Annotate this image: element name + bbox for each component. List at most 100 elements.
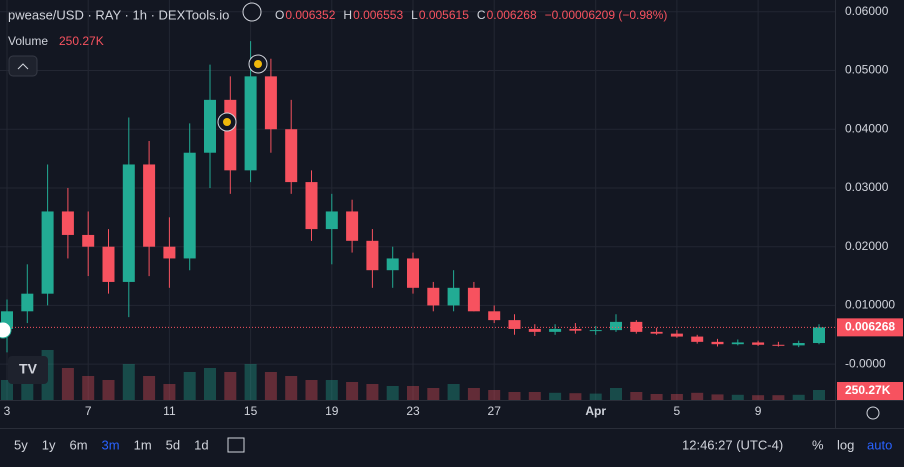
x-tick-label: Apr xyxy=(585,404,606,418)
volume-bar xyxy=(82,376,95,400)
volume-bar xyxy=(386,386,399,400)
candle-body xyxy=(325,211,338,230)
x-tick-label: 5 xyxy=(674,404,681,418)
volume-bar xyxy=(122,364,135,400)
y-tick-label: 0.06000 xyxy=(845,4,889,18)
x-tick-label: 3 xyxy=(4,404,11,418)
candle-body xyxy=(549,328,562,332)
volume-bar xyxy=(549,392,562,400)
volume-bar xyxy=(427,388,440,400)
range-button[interactable]: 6m xyxy=(69,437,87,452)
x-tick-label: 7 xyxy=(85,404,92,418)
volume-bar xyxy=(772,395,785,400)
y-tick-label: 0.010000 xyxy=(845,298,895,312)
volume-bar xyxy=(285,376,298,400)
candle-body xyxy=(650,331,663,334)
price-tag xyxy=(837,318,903,337)
volume-bar xyxy=(589,393,602,400)
volume-bar xyxy=(569,393,582,400)
volume-bar xyxy=(244,364,257,400)
settings-icon[interactable] xyxy=(866,406,880,420)
candle-body xyxy=(82,234,95,247)
candle-body xyxy=(731,342,744,345)
volume-bar xyxy=(407,386,419,400)
ohlc-l-label: L xyxy=(411,8,418,22)
candle-body xyxy=(386,258,399,271)
volume-tag-label: 250.27K xyxy=(845,383,891,397)
volume-bar xyxy=(711,394,724,400)
candle-body xyxy=(21,293,34,312)
ohlc-h: 0.006553 xyxy=(353,8,403,22)
event-marker[interactable] xyxy=(242,2,262,22)
ohlc-change: −0.00006209 (−0.98%) xyxy=(545,8,668,22)
x-tick-label: 19 xyxy=(325,404,339,418)
volume-bar xyxy=(264,372,277,400)
candle-body xyxy=(589,330,602,332)
volume-bar xyxy=(447,384,460,400)
range-button[interactable]: 1m xyxy=(134,437,152,452)
collapse-button[interactable] xyxy=(8,55,38,77)
range-button[interactable]: 5y xyxy=(14,437,28,452)
symbol-title: pwease/USD · RAY · 1h · DEXTools.io xyxy=(8,7,229,22)
candle-body xyxy=(792,343,805,346)
volume-bar xyxy=(650,394,663,400)
x-tick-label: 27 xyxy=(488,404,502,418)
y-tick-label: 0.04000 xyxy=(845,121,889,135)
ohlc-o: 0.006352 xyxy=(285,8,335,22)
volume-bar xyxy=(305,380,318,400)
volume-bar xyxy=(488,390,501,400)
candle-body xyxy=(711,341,724,345)
event-icon xyxy=(223,118,231,126)
volume-bar xyxy=(528,392,541,400)
auto-toggle[interactable]: auto xyxy=(867,437,892,452)
volume-bar xyxy=(630,392,643,400)
volume-bar xyxy=(61,368,74,400)
candle-body xyxy=(752,342,765,345)
range-button[interactable]: 1d xyxy=(194,437,208,452)
y-tick-label: 0.03000 xyxy=(845,180,889,194)
volume-bar xyxy=(752,395,765,400)
volume-tag xyxy=(837,382,903,400)
candle-body xyxy=(264,76,277,130)
candle-body xyxy=(102,246,115,282)
volume-bar xyxy=(224,372,237,400)
ohlc-o-label: O xyxy=(275,8,284,22)
percent-toggle[interactable]: % xyxy=(812,437,824,452)
candle-body xyxy=(407,258,419,288)
candle-body xyxy=(244,76,257,171)
candle-body xyxy=(772,344,785,346)
range-button[interactable]: 1y xyxy=(42,437,56,452)
date-range-icon[interactable] xyxy=(227,437,245,453)
y-tick-label: 0.02000 xyxy=(845,239,889,253)
candle-body xyxy=(691,336,704,342)
candle-body xyxy=(224,99,237,171)
candle-body xyxy=(467,287,480,312)
y-tick-label: 0.05000 xyxy=(845,63,889,77)
log-toggle[interactable]: log xyxy=(837,437,854,452)
ohlc-l: 0.005615 xyxy=(419,8,469,22)
ohlc-h-label: H xyxy=(343,8,352,22)
candle-body xyxy=(427,287,440,306)
volume-bar xyxy=(346,382,359,400)
candle-body xyxy=(183,152,196,259)
event-icon xyxy=(254,60,262,68)
candle-body xyxy=(508,320,521,329)
volume-bar xyxy=(792,394,805,400)
range-button[interactable]: 3m xyxy=(102,437,120,452)
volume-bar xyxy=(813,389,825,400)
volume-bar xyxy=(508,392,521,400)
candle-body xyxy=(41,211,54,294)
event-marker[interactable] xyxy=(0,321,12,339)
volume-label: Volume xyxy=(8,34,48,48)
candle-body xyxy=(447,287,460,306)
candle-body xyxy=(528,328,541,332)
range-button[interactable]: 5d xyxy=(166,437,180,452)
x-tick-label: 23 xyxy=(406,404,420,418)
volume-bar xyxy=(731,394,744,400)
volume-bar xyxy=(102,380,115,400)
volume-bar xyxy=(163,384,176,400)
volume-value: 250.27K xyxy=(59,34,104,48)
logo xyxy=(8,356,48,384)
